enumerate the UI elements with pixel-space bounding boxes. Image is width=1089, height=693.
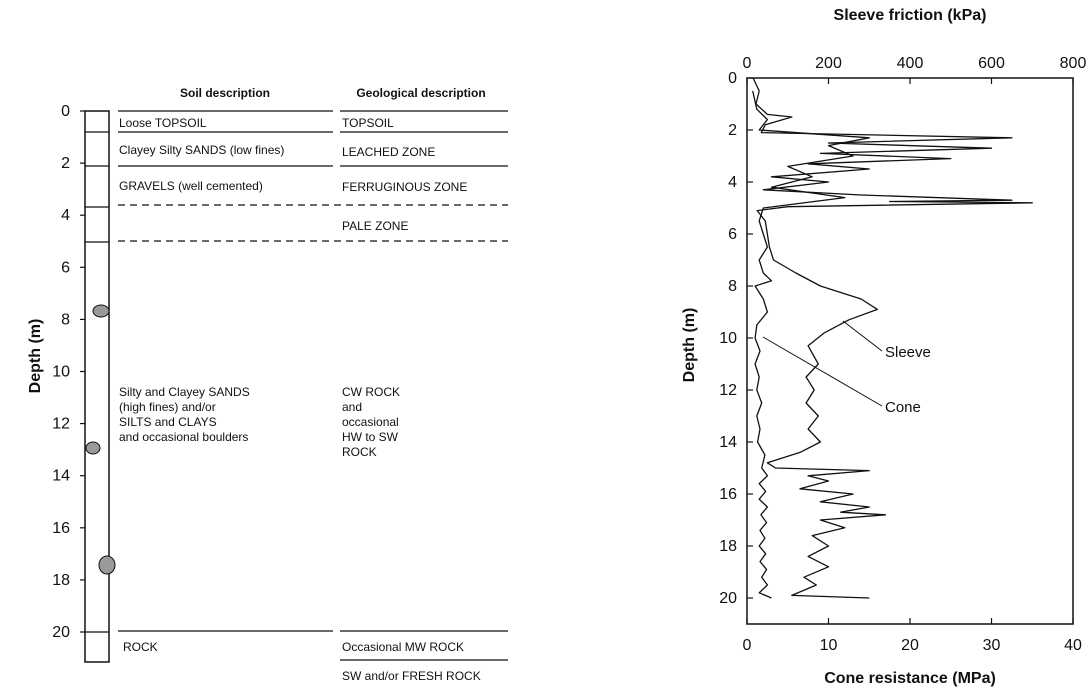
x-tick-label: 0 bbox=[743, 637, 752, 654]
soil-row: Loose TOPSOIL bbox=[119, 116, 207, 130]
x-tick-label: 40 bbox=[1064, 637, 1082, 654]
soil-row: ROCK bbox=[123, 640, 158, 654]
soil-row: and occasional boulders bbox=[119, 430, 248, 444]
geo-row: Occasional MW ROCK bbox=[342, 640, 464, 654]
log-depth-ticks: 0 2 4 6 8 10 12 14 16 18 20 bbox=[52, 103, 85, 641]
x-tick-label: 30 bbox=[983, 637, 1001, 654]
y-tick-label: 16 bbox=[719, 486, 737, 503]
geo-row: HW to SW bbox=[342, 430, 399, 444]
geo-row: occasional bbox=[342, 415, 399, 429]
cpt-chart: Sleeve friction (kPa) Cone resistance (M… bbox=[681, 7, 1086, 687]
log-depth-tick-label: 20 bbox=[52, 624, 70, 641]
borehole-log: Soil description Geological description … bbox=[27, 86, 508, 683]
soil-row: GRAVELS (well cemented) bbox=[119, 179, 263, 193]
y-tick-label: 14 bbox=[719, 434, 737, 451]
layer-boundaries bbox=[118, 110, 508, 661]
geo-row: CW ROCK bbox=[342, 385, 400, 399]
soil-row: Clayey Silty SANDS (low fines) bbox=[119, 143, 284, 157]
x2-tick-label: 200 bbox=[815, 55, 842, 72]
geo-row: and bbox=[342, 400, 362, 414]
soil-row: (high fines) and/or bbox=[119, 400, 216, 414]
geo-row: LEACHED ZONE bbox=[342, 145, 435, 159]
x-tick-label: 20 bbox=[901, 637, 919, 654]
geo-row: PALE ZONE bbox=[342, 219, 408, 233]
log-depth-tick-label: 6 bbox=[61, 259, 70, 276]
log-depth-tick-label: 4 bbox=[61, 207, 70, 224]
cone-series-line bbox=[752, 90, 870, 599]
y-tick-label: 18 bbox=[719, 538, 737, 555]
log-depth-tick-label: 2 bbox=[61, 155, 70, 172]
x2-tick-label: 0 bbox=[743, 55, 752, 72]
log-depth-tick-label: 14 bbox=[52, 468, 70, 485]
y-tick-label: 8 bbox=[728, 278, 737, 295]
y-tick-label: 10 bbox=[719, 330, 737, 347]
log-depth-tick-label: 0 bbox=[61, 103, 70, 120]
sleeve-series-line bbox=[752, 77, 1033, 599]
y-tick-label: 20 bbox=[719, 590, 737, 607]
x2-tick-label: 800 bbox=[1060, 55, 1087, 72]
y-tick-label: 6 bbox=[728, 226, 737, 243]
series-lines bbox=[752, 77, 1033, 599]
x2-tick-label: 600 bbox=[978, 55, 1005, 72]
boulder-icon bbox=[85, 441, 101, 455]
soil-row: SILTS and CLAYS bbox=[119, 415, 217, 429]
log-depth-axis-label: Depth (m) bbox=[27, 319, 44, 394]
y-tick-label: 4 bbox=[728, 174, 737, 191]
geo-row: TOPSOIL bbox=[342, 116, 394, 130]
boulder-symbols bbox=[85, 304, 116, 575]
x2-tick-label: 400 bbox=[897, 55, 924, 72]
x-tick-label: 10 bbox=[820, 637, 838, 654]
log-depth-tick-label: 18 bbox=[52, 572, 70, 589]
chart-title: Sleeve friction (kPa) bbox=[834, 7, 987, 24]
log-depth-tick-label: 16 bbox=[52, 520, 70, 537]
sleeve-annotation: Sleeve bbox=[885, 344, 931, 361]
geo-row: FERRUGINOUS ZONE bbox=[342, 180, 467, 194]
geological-description-header: Geological description bbox=[356, 86, 485, 100]
soil-description-header: Soil description bbox=[180, 86, 270, 100]
y-tick-label: 0 bbox=[728, 70, 737, 87]
boulder-icon bbox=[98, 555, 116, 575]
cone-leader-line bbox=[762, 336, 883, 407]
column-layer-lines bbox=[85, 131, 109, 633]
x-axis-label: Cone resistance (MPa) bbox=[824, 670, 996, 687]
geo-row: ROCK bbox=[342, 445, 377, 459]
log-depth-tick-label: 12 bbox=[52, 416, 70, 433]
sleeve-leader-line bbox=[842, 320, 883, 352]
cone-annotation: Cone bbox=[885, 399, 921, 416]
log-depth-tick-label: 8 bbox=[61, 311, 70, 328]
log-depth-tick-label: 10 bbox=[52, 364, 70, 381]
borehole-column bbox=[84, 110, 110, 663]
geo-row: SW and/or FRESH ROCK bbox=[342, 669, 481, 683]
soil-row: Silty and Clayey SANDS bbox=[119, 385, 250, 399]
y-tick-label: 2 bbox=[728, 122, 737, 139]
y-tick-label: 12 bbox=[719, 382, 737, 399]
boulder-icon bbox=[92, 304, 110, 318]
y-axis-label: Depth (m) bbox=[681, 308, 698, 383]
